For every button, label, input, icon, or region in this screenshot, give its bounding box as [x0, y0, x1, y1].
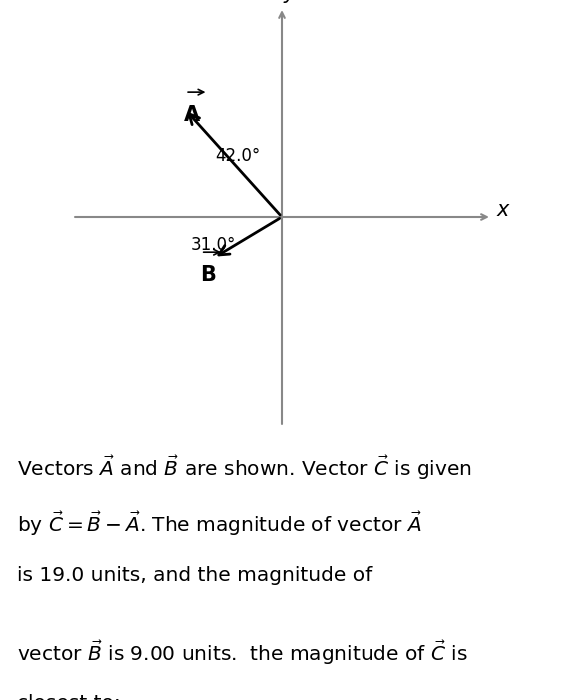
- Text: 42.0°: 42.0°: [215, 147, 261, 165]
- Text: 31.0°: 31.0°: [190, 236, 236, 254]
- Text: x: x: [496, 199, 509, 220]
- Text: closest to:: closest to:: [17, 694, 121, 700]
- Text: by $\vec{C} = \vec{B} - \vec{A}$. The magnitude of vector $\vec{A}$: by $\vec{C} = \vec{B} - \vec{A}$. The ma…: [17, 510, 422, 538]
- Text: A: A: [184, 105, 200, 125]
- Text: y: y: [283, 0, 296, 3]
- Text: vector $\vec{B}$ is 9.00 units.  the magnitude of $\vec{C}$ is: vector $\vec{B}$ is 9.00 units. the magn…: [17, 638, 468, 667]
- Text: is 19.0 units, and the magnitude of: is 19.0 units, and the magnitude of: [17, 566, 372, 584]
- Text: Vectors $\vec{A}$ and $\vec{B}$ are shown. Vector $\vec{C}$ is given: Vectors $\vec{A}$ and $\vec{B}$ are show…: [17, 454, 472, 482]
- Text: B: B: [200, 265, 216, 285]
